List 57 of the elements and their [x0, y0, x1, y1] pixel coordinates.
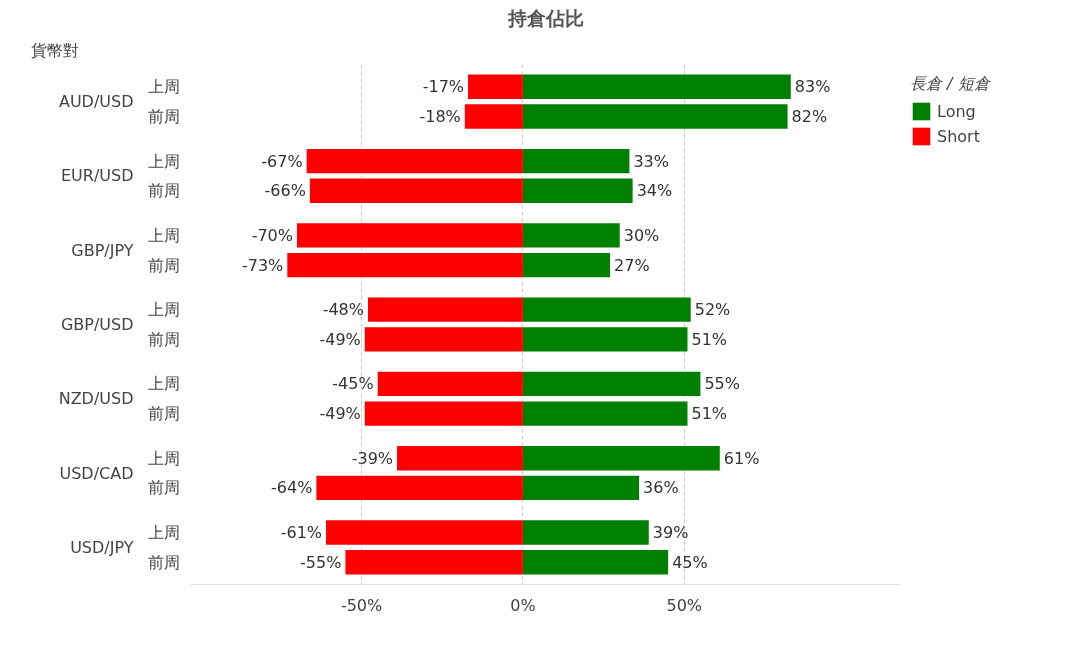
data-label: 27%: [614, 255, 650, 275]
y-tick-label: 上周: [147, 523, 180, 542]
x-tick-label: 0%: [510, 595, 536, 615]
data-label: -55%: [300, 552, 342, 572]
data-label: -49%: [319, 329, 361, 349]
y-tick-label: 上周: [147, 151, 180, 171]
data-label: 83%: [794, 77, 831, 97]
text: USD/JPY: [70, 537, 134, 557]
y-tick-label: 上周: [147, 448, 180, 468]
x-tick-label: -50%: [340, 595, 383, 615]
data-label: -48%: [322, 300, 365, 320]
data-label: -45%: [332, 374, 374, 394]
y-tick-label: 上周: [147, 300, 180, 320]
data-label: -64%: [271, 478, 313, 498]
y-tick-label: 前周: [147, 181, 180, 201]
y-tick-label: 上周: [147, 225, 180, 245]
data-label: 39%: [652, 523, 689, 542]
data-label: -70%: [251, 225, 294, 245]
data-label: -67%: [261, 151, 303, 171]
data-label: 61%: [723, 448, 760, 468]
data-label: -66%: [264, 181, 306, 201]
y-tick-label: 前周: [147, 329, 180, 349]
y-tick-label: 前周: [147, 255, 180, 275]
text: GBP/USD: [60, 315, 134, 334]
x-tick-label: 50%: [666, 595, 703, 615]
text: GBP/JPY: [71, 240, 134, 260]
data-label: -17%: [422, 77, 465, 97]
chart-title: 持倉佔比: [506, 7, 584, 29]
y-tick-label: 前周: [147, 107, 180, 126]
data-label: -18%: [419, 107, 461, 126]
data-label: -39%: [351, 448, 394, 468]
data-label: 34%: [636, 181, 673, 201]
text: USD/CAD: [59, 463, 134, 483]
y-axis-title: 貨幣對: [30, 40, 79, 60]
data-label: 55%: [704, 374, 740, 394]
data-label: -49%: [319, 404, 361, 424]
data-label: 33%: [633, 151, 669, 171]
legend-title: 長倉 / 短倉: [910, 74, 990, 95]
data-label: 45%: [672, 552, 708, 572]
y-tick-label: 上周: [147, 374, 180, 394]
data-label: -61%: [280, 523, 323, 542]
data-label: 51%: [691, 329, 728, 349]
text: NZD/USD: [58, 389, 134, 409]
data-label: -73%: [241, 255, 284, 275]
y-tick-label: 前周: [147, 478, 180, 498]
y-tick-label: 上周: [147, 77, 180, 97]
text: EUR/USD: [60, 166, 134, 186]
legend-label: Long: [937, 101, 976, 121]
data-label: 51%: [691, 404, 728, 424]
y-tick-label: 前周: [147, 552, 180, 572]
legend-label: Short: [937, 126, 980, 146]
data-label: 36%: [643, 478, 679, 498]
text: AUD/USD: [58, 92, 134, 112]
data-label: 30%: [623, 225, 660, 245]
data-label: 52%: [694, 300, 731, 320]
y-tick-label: 前周: [147, 404, 180, 424]
data-label: 82%: [791, 107, 828, 126]
